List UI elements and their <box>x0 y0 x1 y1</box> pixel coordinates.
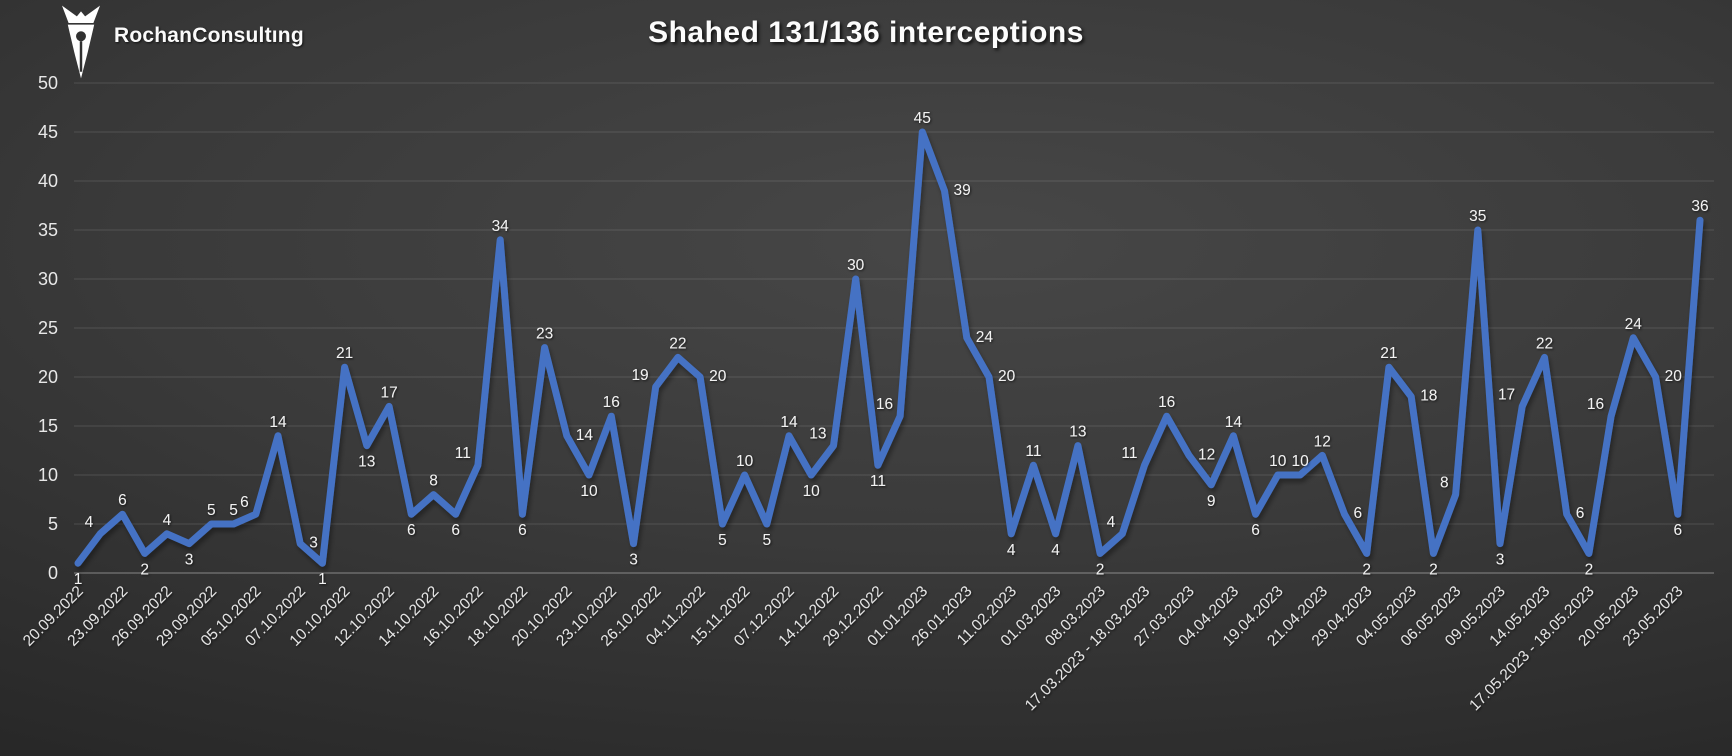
data-point-label: 6 <box>1251 522 1260 539</box>
data-point-label: 4 <box>1107 514 1116 531</box>
data-point-label: 2 <box>1429 561 1438 578</box>
y-tick-label: 20 <box>38 367 58 387</box>
data-point-label: 6 <box>451 522 460 539</box>
data-point-label: 16 <box>1158 394 1175 411</box>
data-point-label: 17 <box>380 384 397 401</box>
y-tick-label: 30 <box>38 269 58 289</box>
series-line <box>74 128 1704 567</box>
data-point-label: 21 <box>336 345 353 362</box>
data-point-label: 9 <box>1207 493 1216 510</box>
data-point-label: 11 <box>455 445 471 462</box>
data-point-label: 16 <box>876 396 893 413</box>
y-tick-label: 40 <box>38 171 58 191</box>
data-point-label: 10 <box>1269 453 1287 470</box>
data-point-label: 6 <box>518 522 527 539</box>
y-tick-label: 15 <box>38 416 58 436</box>
rochan-consulting-logo: RochanConsultıng <box>56 4 304 80</box>
data-point-label: 1 <box>318 571 327 588</box>
y-tick-label: 10 <box>38 465 58 485</box>
data-point-label: 4 <box>85 514 94 531</box>
y-axis-labels: 0 5 10 15 20 25 30 35 40 45 50 <box>38 73 58 583</box>
data-point-label: 19 <box>631 367 648 384</box>
data-point-label: 35 <box>1469 208 1486 225</box>
data-point-label: 14 <box>780 414 798 431</box>
data-point-label: 36 <box>1691 198 1708 215</box>
data-point-label: 3 <box>309 535 318 552</box>
data-point-label: 12 <box>1314 433 1331 450</box>
data-point-label: 20 <box>1665 368 1683 385</box>
data-point-label: 14 <box>1225 414 1243 431</box>
data-point-label: 30 <box>847 257 865 274</box>
data-point-label: 5 <box>229 502 238 519</box>
data-point-label: 2 <box>1362 561 1371 578</box>
x-axis-labels: 20.09.202223.09.202226.09.202229.09.2022… <box>20 583 1687 714</box>
data-point-label: 2 <box>140 561 149 578</box>
data-point-label: 3 <box>629 552 638 569</box>
chart-title: Shahed 131/136 interceptions <box>648 16 1084 49</box>
data-point-label: 4 <box>163 512 172 529</box>
y-tick-label: 25 <box>38 318 58 338</box>
data-point-label: 13 <box>809 426 826 443</box>
data-point-label: 13 <box>358 454 375 471</box>
data-point-label: 16 <box>603 394 620 411</box>
data-point-label: 39 <box>954 182 971 199</box>
data-point-label: 45 <box>914 110 931 127</box>
data-point-label: 6 <box>1576 505 1585 522</box>
data-point-label: 17 <box>1498 386 1515 403</box>
y-tick-label: 0 <box>48 563 58 583</box>
data-point-label: 1 <box>74 571 83 588</box>
y-tick-label: 5 <box>48 514 58 534</box>
data-point-label: 10 <box>803 483 821 500</box>
data-point-label: 16 <box>1587 396 1604 413</box>
y-tick-label: 45 <box>38 122 58 142</box>
data-point-label: 8 <box>1440 475 1449 492</box>
data-point-label: 20 <box>998 368 1016 385</box>
data-point-label: 14 <box>576 427 594 444</box>
data-point-label: 14 <box>269 414 287 431</box>
y-tick-label: 35 <box>38 220 58 240</box>
data-point-label: 11 <box>1025 443 1041 460</box>
data-point-label: 2 <box>1096 561 1105 578</box>
data-point-label: 22 <box>669 335 686 352</box>
logo-brand-text: RochanConsultıng <box>114 24 304 47</box>
data-point-label: 5 <box>207 502 216 519</box>
data-point-label: 6 <box>1354 505 1363 522</box>
data-point-label: 8 <box>429 473 438 490</box>
data-point-label: 34 <box>492 218 510 235</box>
data-point-label: 2 <box>1585 561 1594 578</box>
data-point-label: 21 <box>1380 345 1397 362</box>
data-point-label: 20 <box>709 368 727 385</box>
data-point-label: 6 <box>407 522 416 539</box>
data-point-label: 6 <box>240 494 249 511</box>
data-point-label: 10 <box>1291 453 1309 470</box>
data-point-label: 18 <box>1420 388 1437 405</box>
y-tick-label: 50 <box>38 73 58 93</box>
data-point-label: 24 <box>976 329 994 346</box>
data-point-label: 23 <box>536 326 553 343</box>
data-point-label: 3 <box>1496 552 1505 569</box>
data-point-label: 4 <box>1051 542 1060 559</box>
data-point-label: 11 <box>870 473 886 490</box>
data-point-label: 4 <box>1007 542 1016 559</box>
series-polyline <box>74 128 1704 567</box>
data-point-label: 12 <box>1198 446 1215 463</box>
data-point-label: 22 <box>1536 335 1553 352</box>
data-point-label: 6 <box>1673 522 1682 539</box>
data-point-label: 24 <box>1625 316 1643 333</box>
pen-nib-icon <box>62 5 100 79</box>
data-point-label: 10 <box>736 453 754 470</box>
data-point-label: 10 <box>580 483 598 500</box>
data-point-label: 3 <box>185 552 194 569</box>
data-point-label: 13 <box>1069 424 1086 441</box>
data-point-label: 6 <box>118 492 127 509</box>
data-point-label: 5 <box>718 532 727 549</box>
data-point-label: 5 <box>762 532 771 549</box>
data-point-label: 11 <box>1121 445 1137 462</box>
